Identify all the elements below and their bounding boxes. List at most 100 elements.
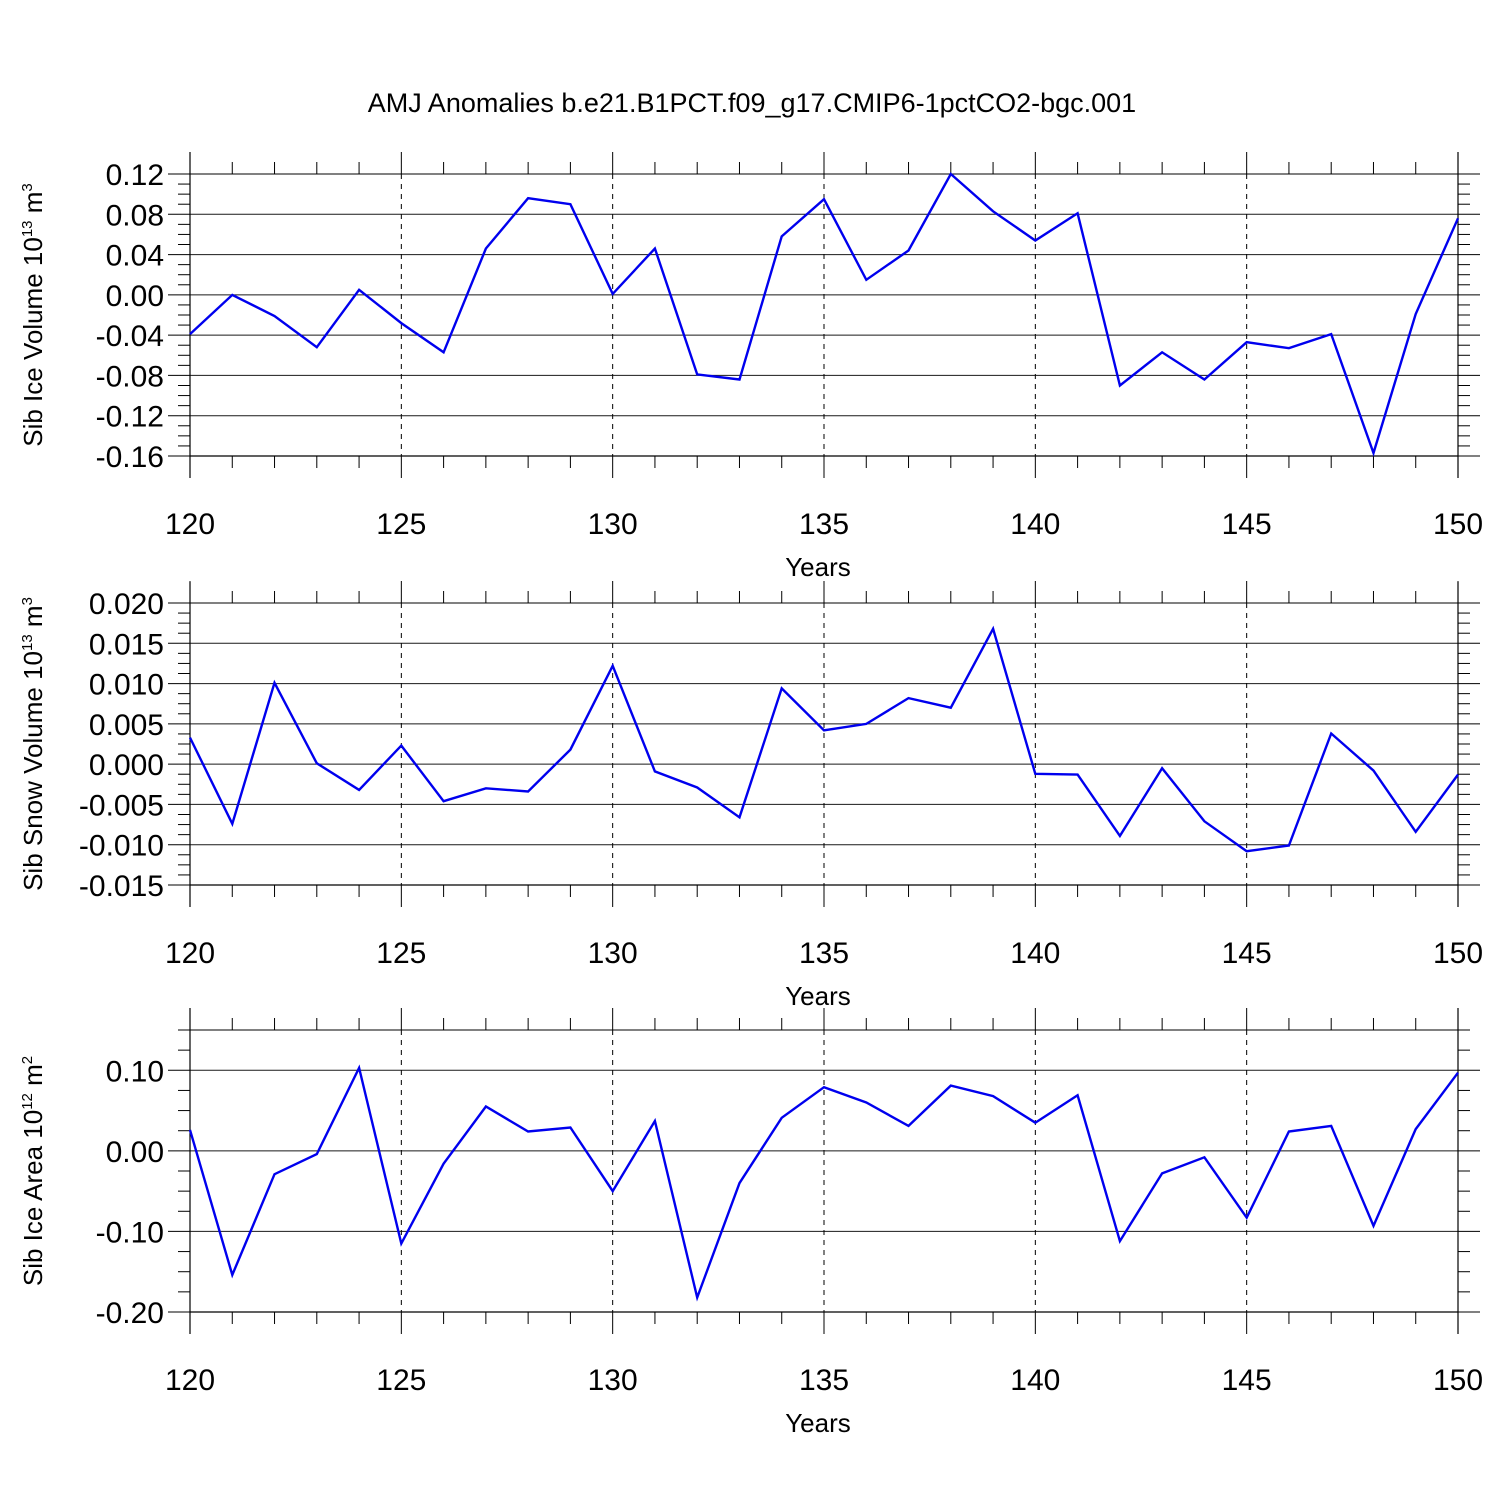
data-point [1456,773,1460,777]
y-tick-label: -0.010 [79,830,164,863]
data-point [1414,312,1418,316]
y-tick-label: 0.010 [89,669,164,702]
data-point [1245,1216,1249,1220]
data-point [653,769,657,773]
series-line [189,172,1460,457]
data-point [273,314,277,318]
y-tick-label: 0.12 [106,159,164,192]
y-tick-label: -0.04 [96,320,164,353]
data-point [780,234,784,238]
x-axis-label: Years [785,981,851,1011]
x-tick-label: 145 [1222,1364,1272,1397]
x-tick-label: 150 [1433,508,1483,541]
y-tick-label: -0.08 [96,360,164,393]
data-point [1329,332,1333,336]
data-point [822,1085,826,1089]
y-tick-label: 0.10 [106,1055,164,1088]
y-tick-label: -0.10 [96,1216,164,1249]
data-point [822,728,826,732]
data-point [315,1152,319,1156]
data-point [949,706,953,710]
y-tick-label: -0.20 [96,1297,164,1330]
y-tick-label: -0.12 [96,401,164,434]
data-point [991,627,995,631]
data-point [907,249,911,253]
data-point [653,1119,657,1123]
data-point [695,786,699,790]
data-point [1033,238,1037,242]
x-tick-label: 140 [1010,508,1060,541]
data-point [188,332,192,336]
data-point [230,1273,234,1277]
y-tick-label: 0.000 [89,749,164,782]
data-point [653,247,657,251]
data-point [357,1066,361,1070]
series-line [188,625,1459,853]
data-point [1371,769,1375,773]
data-point [399,321,403,325]
data-point [230,293,234,297]
data-point [864,278,868,282]
data-point [907,696,911,700]
panels: 120 125 130 135 140 145 150 Years -0.16 -0.12 -0.0… [18,152,1483,1438]
x-tick-label: 135 [799,937,849,970]
data-point [1160,766,1164,770]
x-tick-label: 145 [1222,937,1272,970]
data-point [780,686,784,690]
x-tick-label: 135 [799,1364,849,1397]
data-point [991,1094,995,1098]
data-point [737,377,741,381]
data-point [526,790,530,794]
data-point [907,1124,911,1128]
data-point [1033,1121,1037,1125]
data-point [1076,211,1080,215]
data-point [315,345,319,349]
chart-panel-1: 120 125 130 135 140 145 150 Years -0.16 -0.12 -0.0… [18,152,1483,582]
x-tick-label: 130 [588,508,638,541]
data-point [1202,819,1206,823]
data-point [695,1295,699,1299]
data-point [568,1125,572,1129]
data-point [1118,1239,1122,1243]
y-tick-label: 0.020 [89,588,164,621]
data-point [1414,1127,1418,1131]
data-point [273,681,277,685]
x-tick-label: 125 [376,508,426,541]
x-tick-label: 120 [165,937,215,970]
data-point [442,1162,446,1166]
x-tick-label: 140 [1010,937,1060,970]
data-point [611,664,615,668]
y-tick-label: 0.08 [106,199,164,232]
data-point [737,815,741,819]
data-point [1202,377,1206,381]
data-point [822,197,826,201]
data-point [737,1181,741,1185]
data-point [1160,1171,1164,1175]
series-line [188,1064,1459,1302]
data-point [315,761,319,765]
data-point [1202,1155,1206,1159]
data-point [526,1130,530,1134]
data-point [1414,830,1418,834]
x-tick-label: 125 [376,1364,426,1397]
data-point [1329,1124,1333,1128]
data-point [568,748,572,752]
x-tick-label: 120 [165,508,215,541]
data-point [1287,346,1291,350]
figure-title: AMJ Anomalies b.e21.B1PCT.f09_g17.CMIP6-… [368,88,1136,118]
y-tick-label: 0.005 [89,709,164,742]
data-point [949,1084,953,1088]
data-point [1076,773,1080,777]
data-point [1371,1224,1375,1228]
x-axis-label: Years [785,1408,851,1438]
data-point [1287,1130,1291,1134]
data-point [442,350,446,354]
x-tick-label: 130 [588,937,638,970]
data-point [230,822,234,826]
y-tick-label: -0.015 [79,870,164,903]
data-point [1456,216,1460,220]
x-tick-label: 120 [165,1364,215,1397]
chart-panel-3: 120 125 130 135 140 145 150 Years -0.20 -0.10 0.00… [18,1008,1483,1438]
data-point [357,288,361,292]
